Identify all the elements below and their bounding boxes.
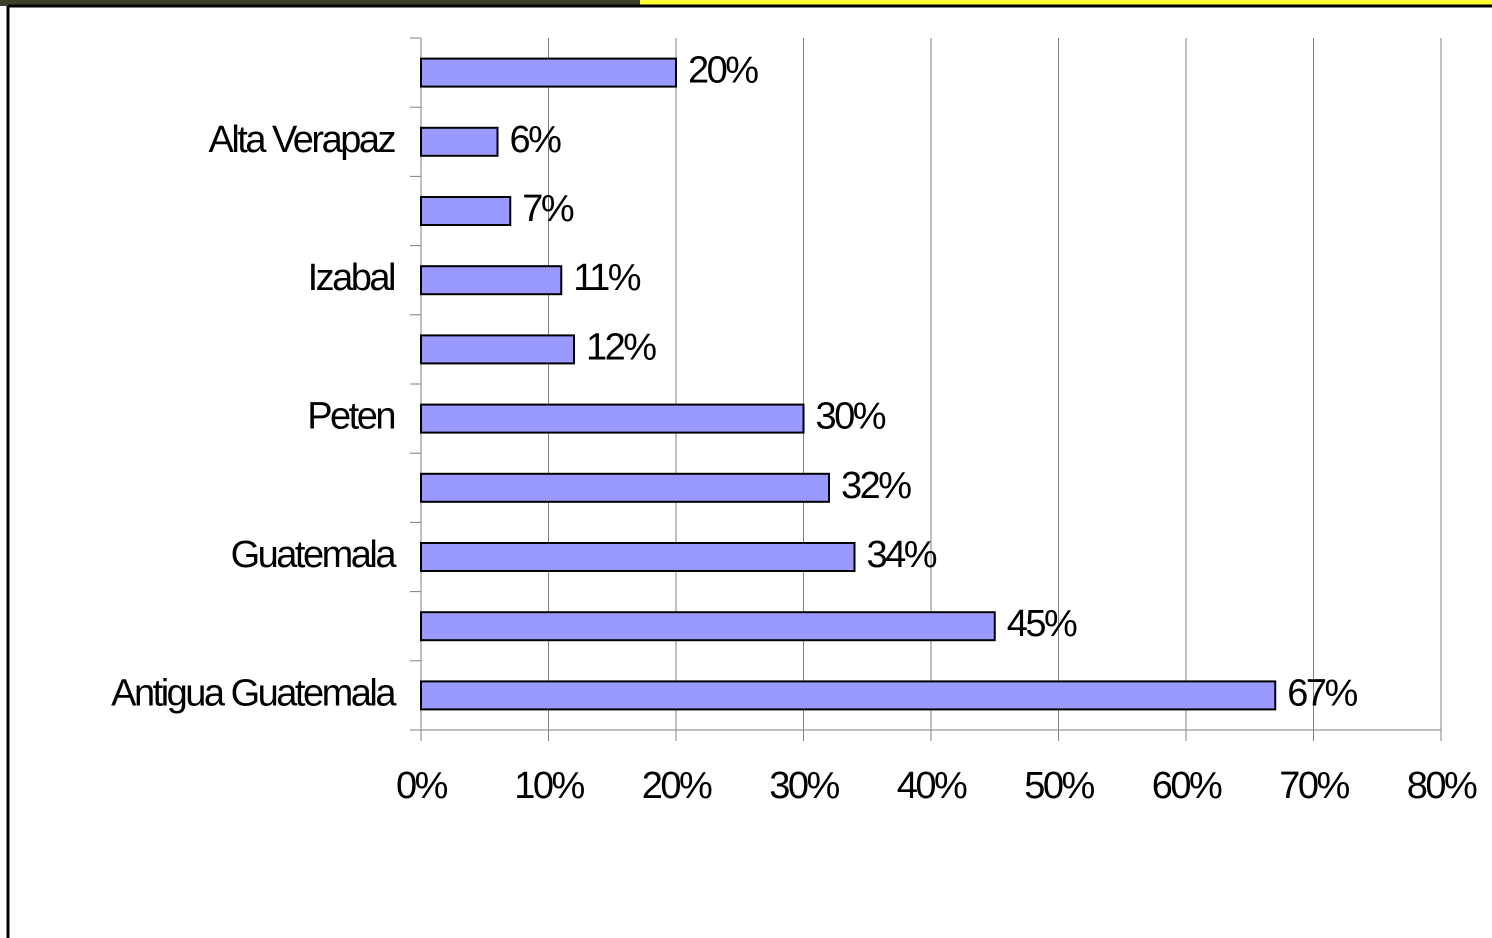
bar — [421, 612, 995, 640]
bar — [421, 335, 574, 363]
bar — [421, 474, 829, 502]
data-label: 45% — [1007, 603, 1077, 645]
data-label: 12% — [586, 326, 656, 368]
data-label: 30% — [816, 396, 886, 438]
x-tick-label: 50% — [1024, 765, 1094, 807]
y-tick-label: Izabal — [308, 257, 394, 299]
y-tick-label: Alta Verapaz — [209, 119, 396, 161]
x-tick-label: 30% — [769, 765, 839, 807]
y-tick-label: Antigua Guatemala — [111, 672, 397, 714]
bar — [421, 543, 855, 571]
chart: 0% 10% 20% 30% 40% 50% 60% 70% 80% Antigua Guatem… — [0, 0, 1492, 938]
x-tick-label: 10% — [514, 765, 584, 807]
y-tick-label: Guatemala — [231, 534, 398, 576]
data-label: 67% — [1287, 672, 1357, 714]
bar — [421, 59, 676, 87]
bar — [421, 681, 1275, 709]
bar — [421, 266, 561, 294]
data-label: 11% — [573, 257, 640, 299]
data-label: 20% — [688, 50, 758, 92]
data-label: 7% — [522, 188, 574, 230]
bar — [421, 197, 510, 225]
bar — [421, 128, 498, 156]
data-label: 6% — [510, 119, 562, 161]
data-label: 34% — [867, 534, 937, 576]
x-tick-label: 60% — [1152, 765, 1222, 807]
x-tick-label: 0% — [396, 765, 448, 807]
data-label: 32% — [841, 465, 911, 507]
y-tick-label: Peten — [307, 396, 394, 438]
bar — [421, 405, 804, 433]
x-tick-label: 20% — [642, 765, 712, 807]
x-tick-label: 40% — [897, 765, 967, 807]
x-tick-label: 80% — [1407, 765, 1477, 807]
x-tick-label: 70% — [1279, 765, 1349, 807]
